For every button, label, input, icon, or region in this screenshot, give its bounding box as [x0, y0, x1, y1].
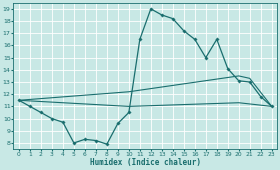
- X-axis label: Humidex (Indice chaleur): Humidex (Indice chaleur): [90, 158, 201, 167]
